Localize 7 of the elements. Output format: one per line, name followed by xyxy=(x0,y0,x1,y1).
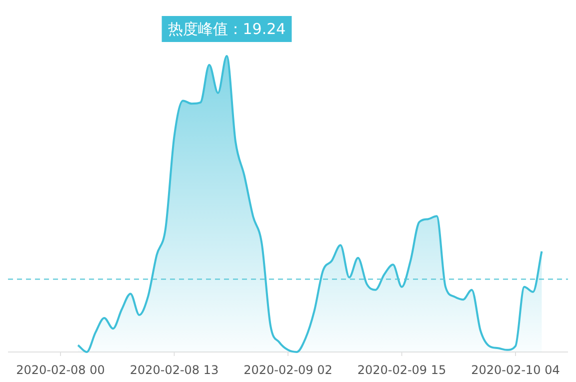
annotation: 热度峰值：19.24 xyxy=(168,20,286,38)
x-tick-label: 2020-02-10 04 xyxy=(471,363,560,377)
annotation: 热度峰值：19.24 xyxy=(162,16,292,42)
x-tick-label: 2020-02-08 13 xyxy=(130,363,219,377)
x-tick-label: 2020-02-09 15 xyxy=(357,363,446,377)
x-tick-label: 2020-02-09 02 xyxy=(244,363,332,377)
x-tick-label: 2020-02-08 00 xyxy=(16,363,105,377)
